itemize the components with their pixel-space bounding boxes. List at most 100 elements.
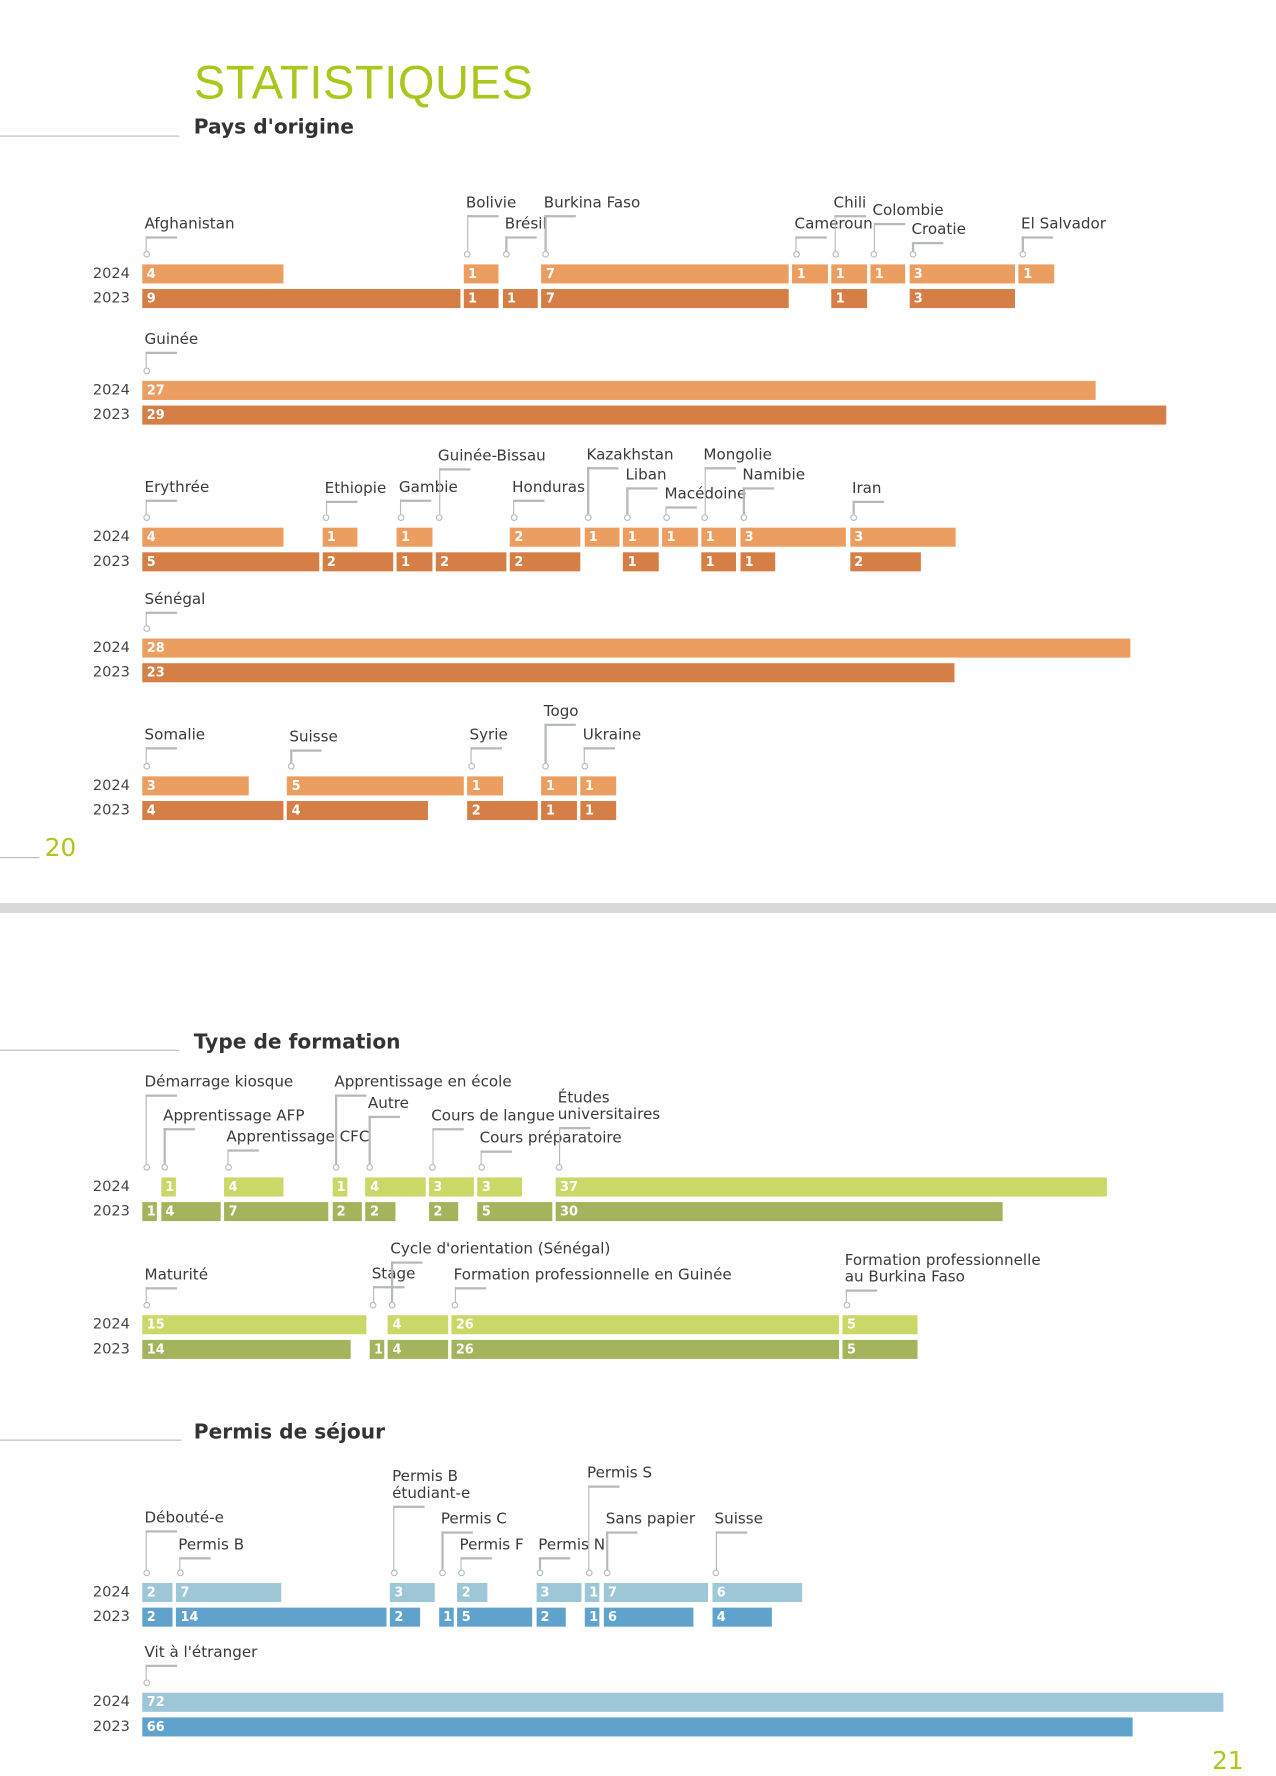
leader-line bbox=[145, 236, 177, 239]
leader-dot bbox=[542, 762, 549, 770]
leader-line bbox=[626, 487, 628, 515]
bar-segment: 1 bbox=[792, 264, 828, 284]
bar-segment: 29 bbox=[142, 405, 1166, 425]
leader-dot bbox=[585, 1569, 593, 1577]
bar-segment: 4 bbox=[142, 527, 284, 547]
leader-line bbox=[583, 747, 586, 763]
bar-segment: 1 bbox=[584, 527, 620, 547]
bar-segment: 2 bbox=[428, 1202, 459, 1222]
leader-line bbox=[558, 1127, 561, 1164]
leader-dot bbox=[142, 1163, 150, 1171]
leader-line bbox=[145, 499, 177, 502]
bar-segment: 4 bbox=[712, 1607, 773, 1627]
leader-dot bbox=[457, 1569, 465, 1577]
leader-line bbox=[845, 1289, 877, 1292]
leader-line bbox=[145, 1287, 177, 1289]
bar-segment: 2 bbox=[142, 1607, 173, 1627]
bar-segment: 28 bbox=[142, 638, 1131, 658]
bar-segment: 23 bbox=[142, 663, 954, 683]
leader-dot bbox=[542, 250, 549, 258]
bar-segment: 1 bbox=[396, 552, 432, 572]
page-title: STATISTIQUES bbox=[193, 56, 534, 109]
leader-line bbox=[544, 215, 547, 251]
bar-segment: 6 bbox=[603, 1607, 694, 1627]
leader-dot bbox=[287, 762, 295, 770]
category-label: Formation professionnelle au Burkina Fas… bbox=[844, 1251, 1041, 1287]
bar-segment: 1 bbox=[369, 1339, 385, 1359]
leader-line bbox=[145, 1664, 177, 1667]
bar-segment: 2 bbox=[435, 552, 507, 572]
leader-line bbox=[145, 1664, 147, 1680]
bar-segment: 1 bbox=[463, 289, 499, 309]
bar-segment: 5 bbox=[457, 1607, 533, 1627]
leader-line bbox=[145, 747, 147, 763]
leader-line bbox=[290, 749, 292, 763]
leader-dot bbox=[792, 250, 800, 258]
leader-line bbox=[372, 1286, 375, 1302]
category-label: Afghanistan bbox=[144, 215, 235, 234]
leader-dot bbox=[1019, 250, 1027, 258]
bar-segment: 26 bbox=[451, 1339, 839, 1359]
year-label: 2024 bbox=[92, 1584, 130, 1601]
leader-line bbox=[912, 241, 914, 251]
leader-line bbox=[626, 487, 658, 490]
category-label: Iran bbox=[851, 479, 882, 498]
bar-segment: 1 bbox=[332, 1177, 348, 1197]
leader-line bbox=[368, 1115, 371, 1164]
leader-line bbox=[179, 1557, 181, 1570]
bar-segment: 1 bbox=[580, 801, 616, 821]
year-label: 2023 bbox=[92, 1718, 130, 1736]
bar-segment: 1 bbox=[160, 1177, 176, 1197]
bar-segment: 1 bbox=[1018, 264, 1055, 284]
leader-dot bbox=[142, 1301, 150, 1309]
category-label: Gambie bbox=[398, 478, 458, 497]
leader-dot bbox=[142, 250, 150, 258]
leader-line bbox=[1021, 236, 1054, 239]
leader-line bbox=[470, 747, 472, 763]
section-rule bbox=[0, 1439, 182, 1441]
category-label: Cameroun bbox=[795, 216, 873, 233]
bar-segment: 1 bbox=[701, 527, 737, 547]
bar-segment: 1 bbox=[322, 527, 358, 547]
bar-segment: 4 bbox=[142, 801, 284, 821]
leader-line bbox=[145, 1094, 177, 1097]
bar-segment: 3 bbox=[909, 264, 1016, 284]
category-label: Cycle d'orientation (Sénégal) bbox=[390, 1240, 611, 1259]
bar-segment: 4 bbox=[160, 1202, 221, 1222]
bar-segment: 4 bbox=[224, 1177, 284, 1197]
bar-segment: 2 bbox=[509, 552, 581, 572]
year-label: 2023 bbox=[92, 1340, 130, 1358]
leader-line bbox=[145, 351, 147, 368]
bar-segment: 5 bbox=[287, 776, 464, 796]
year-label: 2023 bbox=[92, 664, 130, 682]
category-label: Ethiopie bbox=[324, 479, 387, 498]
leader-dot bbox=[850, 514, 858, 521]
section-rule bbox=[0, 1049, 180, 1051]
leader-line bbox=[512, 499, 515, 515]
section-title-formation: Type de formation bbox=[193, 1030, 401, 1055]
page-separator bbox=[0, 902, 1276, 914]
category-label: Permis C bbox=[440, 1510, 507, 1529]
bar-segment: 4 bbox=[142, 264, 284, 284]
bar-segment: 2 bbox=[509, 527, 581, 547]
category-label: Stage bbox=[371, 1264, 416, 1283]
bar-segment: 2 bbox=[849, 552, 921, 572]
leader-line bbox=[539, 1557, 541, 1570]
leader-line bbox=[145, 1287, 147, 1302]
leader-line bbox=[583, 747, 615, 749]
bar-segment: 2 bbox=[322, 552, 393, 572]
leader-line bbox=[399, 499, 402, 515]
bar-segment: 72 bbox=[142, 1692, 1224, 1712]
leader-line bbox=[179, 1557, 211, 1559]
bar-segment: 2 bbox=[457, 1582, 488, 1603]
bar-segment: 1 bbox=[740, 552, 776, 572]
leader-dot bbox=[161, 1163, 169, 1171]
category-label: Permis F bbox=[459, 1535, 524, 1554]
category-label: Vit à l'étranger bbox=[144, 1643, 258, 1662]
category-label: Somalie bbox=[144, 725, 206, 744]
leader-line bbox=[392, 1505, 425, 1508]
leader-line bbox=[505, 236, 508, 251]
category-label: Sans papier bbox=[605, 1510, 696, 1529]
bar-segment: 3 bbox=[849, 527, 956, 547]
